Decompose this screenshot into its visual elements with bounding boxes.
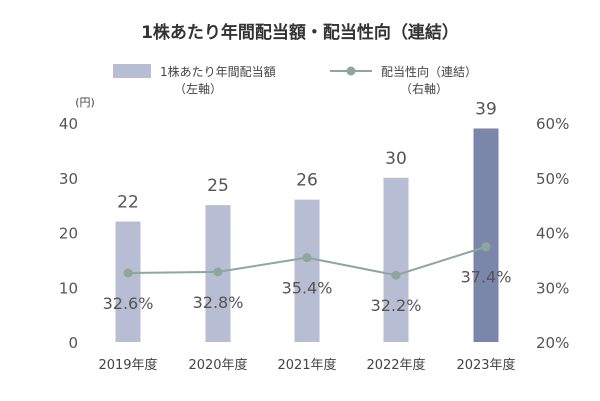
x-axis-label-1: 2020年度 [188,357,247,373]
labels-layer: 22 25 26 30 39 32.6% 32.8% 35.4% 32.2% 37.4% [103,99,512,315]
payout-label-1: 32.8% [193,293,244,312]
right-axis-tick-3: 50% [536,170,569,188]
left-axis-tick-1: 10 [59,279,78,297]
bar-value-label-0: 22 [117,193,139,213]
payout-label-2: 35.4% [282,279,333,298]
chart-title: 1株あたり年間配当額・配当性向（連結） [141,22,459,43]
legend-label-payout: 配当性向（連結） [381,64,477,79]
legend-marker-payout [346,66,356,76]
payout-point-1 [213,267,223,277]
bar-value-label-3: 30 [385,149,407,169]
bars-layer [115,128,499,342]
payout-label-4: 37.4% [461,268,512,287]
legend-sub-payout: （右軸） [400,81,448,96]
bar-3 [383,177,409,342]
line-layer [123,242,491,280]
bar-4 [473,128,499,342]
bar-value-label-2: 26 [296,171,318,191]
left-axis-tick-3: 30 [59,170,78,188]
payout-point-3 [391,270,401,280]
bar-2 [294,199,320,342]
payout-point-0 [123,268,133,278]
x-axis-label-4: 2023年度 [456,357,515,373]
bar-value-label-1: 25 [207,176,229,196]
right-axis-tick-2: 40% [536,225,569,243]
left-axis-unit: (円) [75,96,95,109]
left-axis-tick-2: 20 [59,225,78,243]
legend-swatch-bar [113,64,151,78]
right-axis-tick-1: 30% [536,279,569,297]
legend-label-dividend: 1株あたり年間配当額 [160,64,276,79]
payout-point-2 [302,253,312,263]
axis-layer: 0 10 20 30 40 20% 30% 40% 50% 60% 2019年度 2020年度 2021… [59,115,569,373]
x-axis-label-2: 2021年度 [277,357,336,373]
right-axis-tick-0: 20% [536,334,569,352]
bar-value-label-4: 39 [475,99,497,119]
legend-sub-dividend: （左軸） [174,81,222,96]
right-axis-tick-4: 60% [536,115,569,133]
payout-label-0: 32.6% [103,294,154,313]
payout-point-4 [481,242,491,252]
bar-0 [115,221,141,342]
payout-label-3: 32.2% [371,296,422,315]
x-axis-label-3: 2022年度 [366,357,425,373]
x-axis-label-0: 2019年度 [98,357,157,373]
left-axis-tick-0: 0 [68,334,78,352]
left-axis-tick-4: 40 [59,115,78,133]
